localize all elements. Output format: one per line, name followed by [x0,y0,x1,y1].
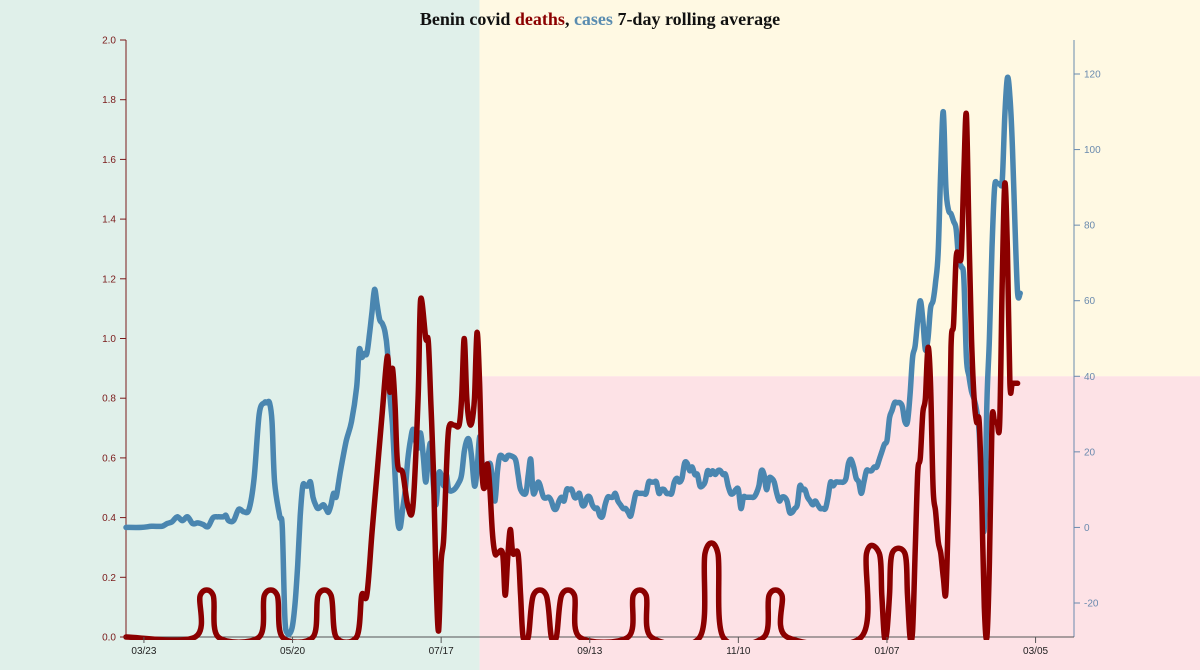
region-yellow [479,0,1200,377]
right-tick-label: 100 [1084,145,1101,156]
title-comma: , [565,9,570,29]
left-tick-label: 0.2 [102,573,116,584]
left-tick-label: 0.8 [102,394,116,405]
title-deaths-word: deaths [515,9,565,29]
series-lines [123,74,1023,640]
chart-title: Benin covid deaths, cases 7-day rolling … [420,9,780,29]
x-tick-label: 01/07 [874,646,899,657]
x-tick-label: 11/10 [726,646,751,657]
left-tick-label: 1.2 [102,274,116,285]
title-suffix: 7-day rolling average [613,9,780,29]
left-tick-label: 1.6 [102,155,116,166]
x-tick-label: 09/13 [577,646,602,657]
x-tick-label: 05/20 [280,646,305,657]
x-tick-label: 03/05 [1023,646,1048,657]
right-tick-label: 120 [1084,70,1101,81]
left-tick-label: 1.8 [102,95,116,106]
tick-labels: 0.0 0.2 0.4 0.6 0.8 1.0 1.2 1.4 1.6 1.8 2.0 -20 0 20 4… [102,36,1101,658]
left-tick-label: 0.0 [102,633,116,644]
x-tick-label: 07/17 [429,646,454,657]
x-tick-label: 03/23 [131,646,156,657]
right-tick-label: 0 [1084,523,1090,534]
region-green [0,0,480,670]
region-pink [479,376,1200,670]
left-tick-label: 1.0 [102,334,116,345]
series-cases-line [123,74,1023,638]
right-tick-label: 40 [1084,372,1096,383]
title-cases-word: cases [574,9,613,29]
left-tick-label: 0.4 [102,513,116,524]
right-tick-label: 20 [1084,447,1096,458]
left-tick-label: 0.6 [102,453,116,464]
series-deaths-line [123,110,1021,640]
title-prefix: Benin covid [420,9,515,29]
right-tick-label: 60 [1084,296,1096,307]
right-tick-label: 80 [1084,221,1096,232]
right-tick-label: -20 [1084,598,1099,609]
left-tick-label: 2.0 [102,36,116,47]
left-tick-label: 1.4 [102,215,116,226]
